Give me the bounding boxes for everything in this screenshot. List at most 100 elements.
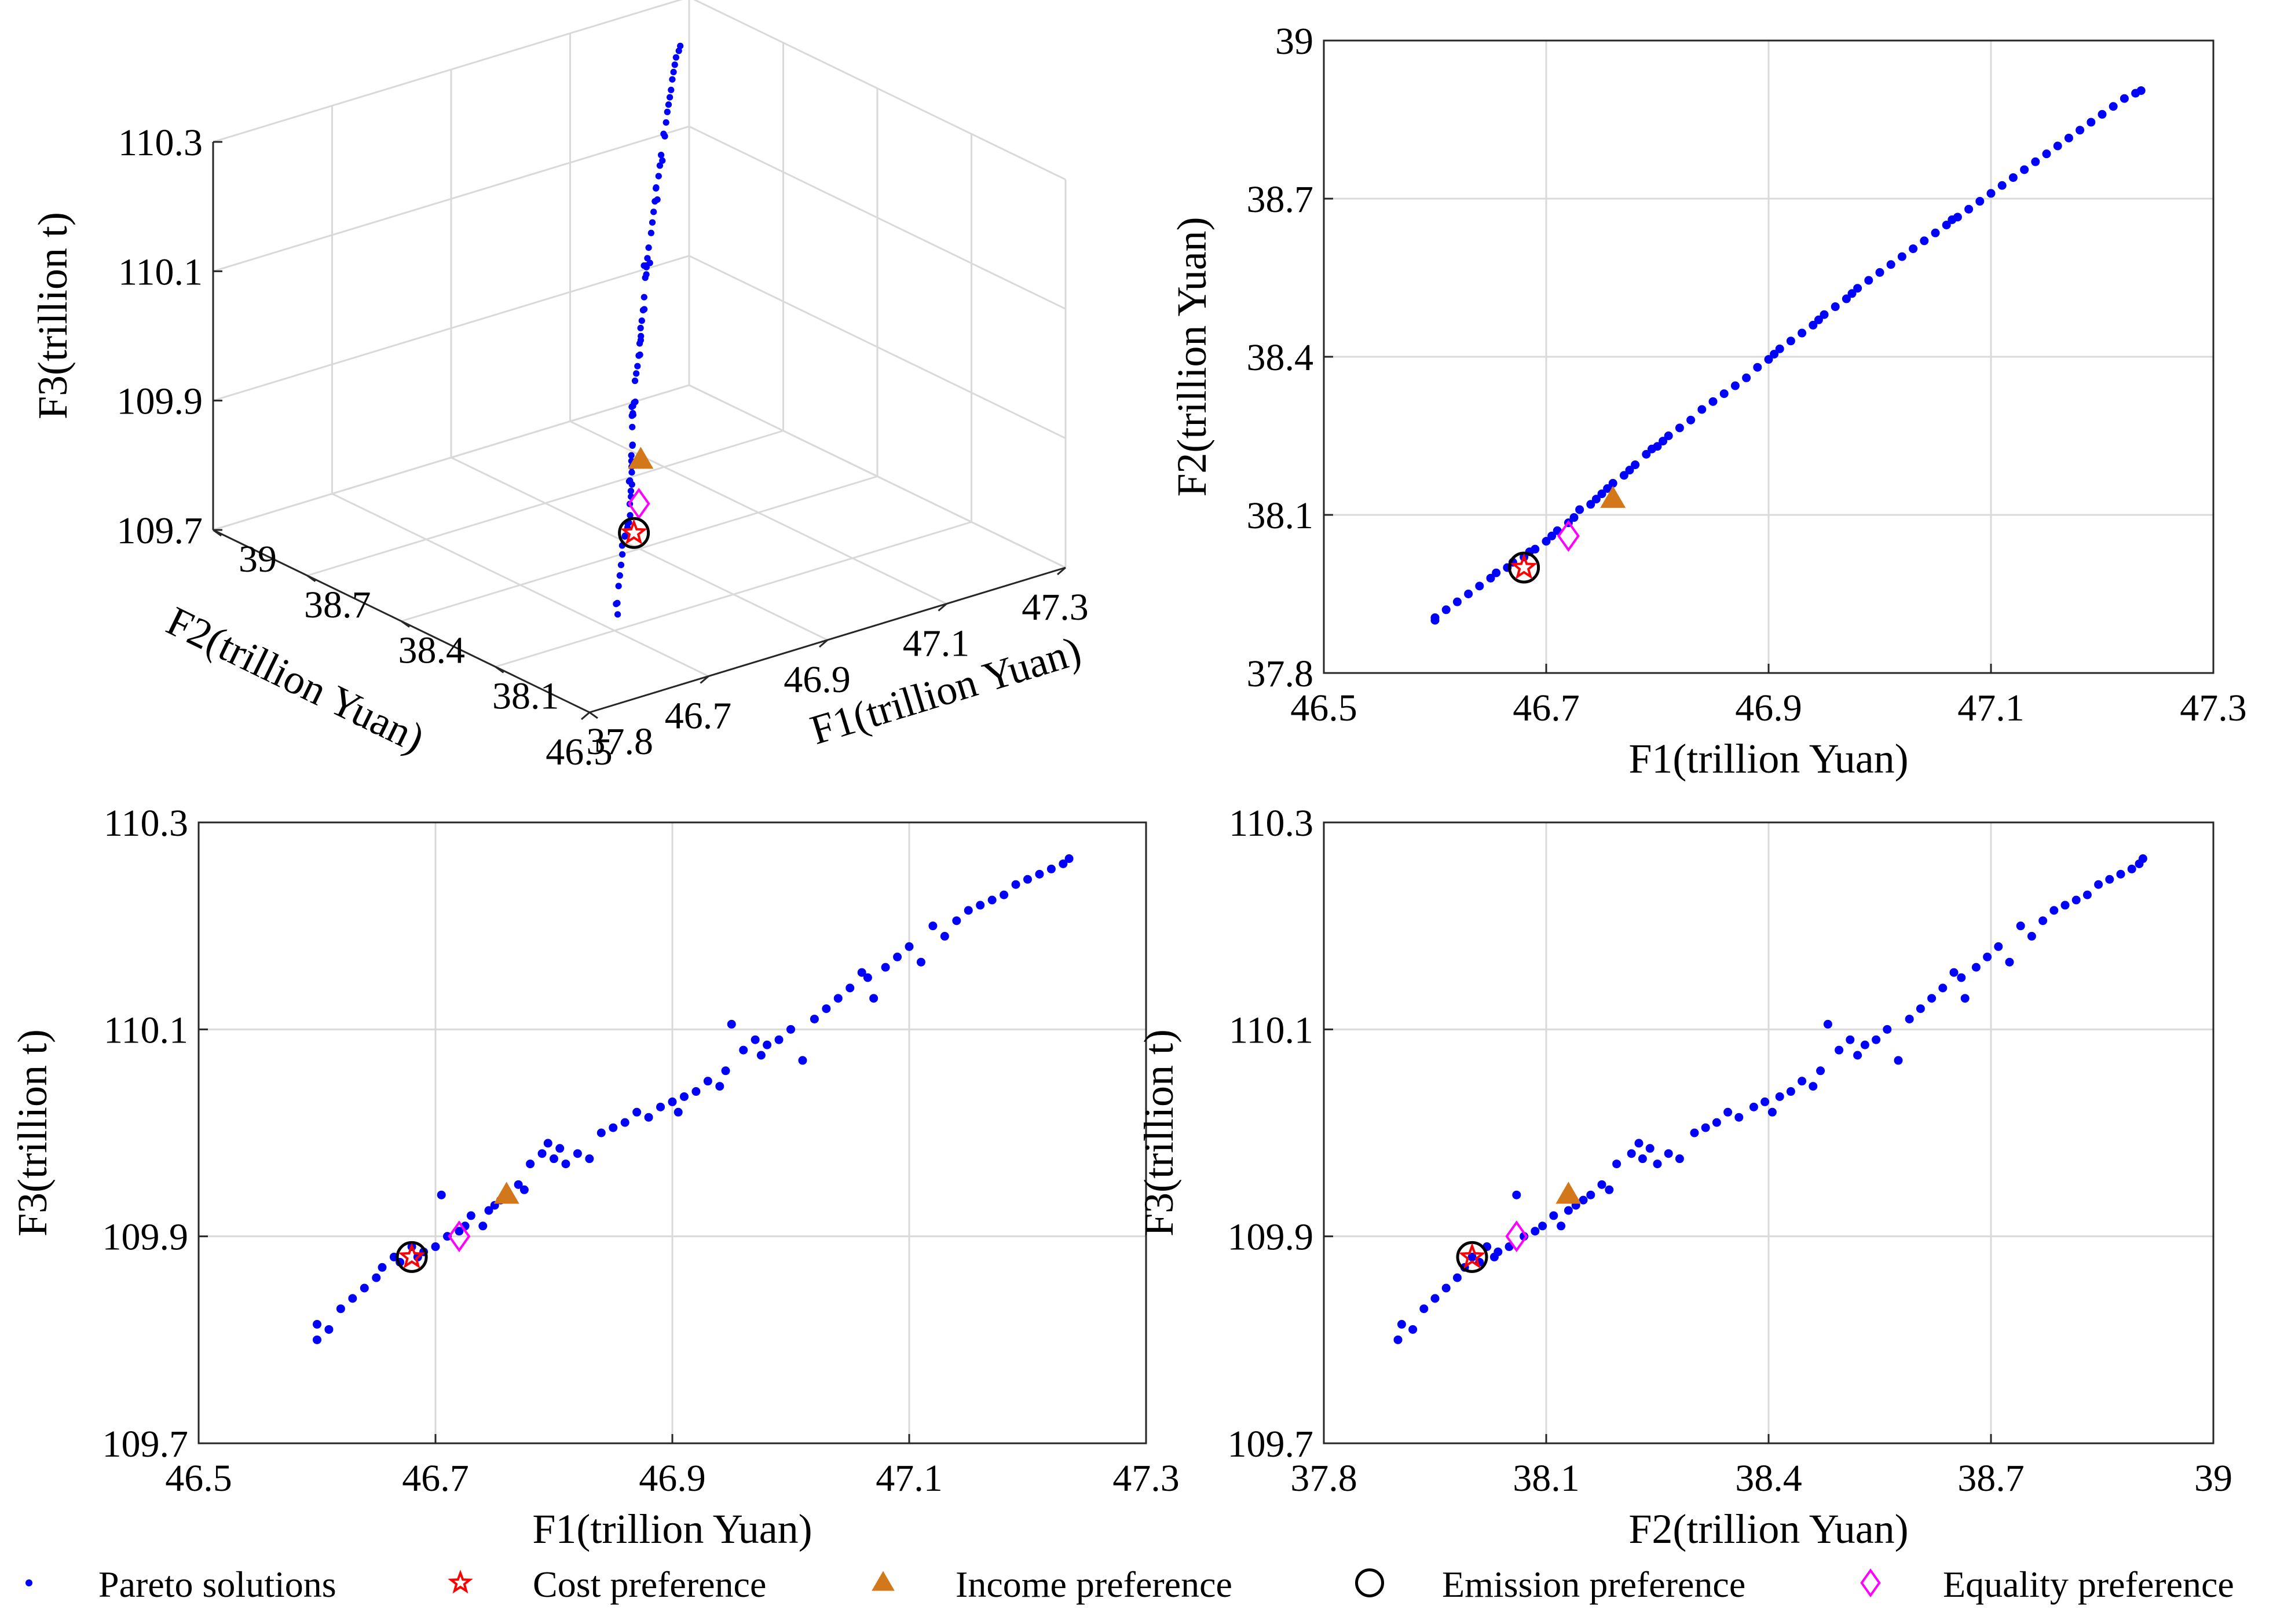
pareto-point-3d: [659, 157, 666, 164]
pareto-point: [822, 1004, 831, 1014]
pareto-point: [1579, 1195, 1588, 1205]
pareto-point: [609, 1123, 618, 1132]
pareto-point: [1638, 1154, 1647, 1164]
pareto-point-3d: [661, 133, 668, 140]
pareto-point: [1634, 1139, 1644, 1148]
pareto-point: [1753, 363, 1762, 372]
pareto-point-3d: [628, 469, 635, 476]
wall-gridline: [693, 0, 1066, 181]
y-tick-label: 110.3: [104, 802, 188, 844]
pareto-point: [1949, 968, 1959, 977]
f1-tick: [700, 675, 709, 684]
pareto-point: [905, 942, 914, 951]
pareto-point-3d: [636, 351, 643, 359]
pareto-point: [987, 895, 997, 905]
y-tick-label: 38.4: [1247, 336, 1314, 379]
pareto-point-3d: [627, 512, 634, 519]
pareto-point: [1653, 442, 1662, 451]
pareto-point: [1597, 1180, 1606, 1189]
y-tick-label: 110.1: [1229, 1009, 1313, 1051]
pareto-point: [1452, 597, 1462, 606]
pareto-point: [1492, 568, 1501, 577]
pareto-point: [1798, 1077, 1807, 1086]
pareto-point: [2008, 173, 2018, 182]
pareto-point-3d: [647, 229, 655, 236]
pareto-point: [573, 1149, 582, 1158]
pareto-point: [1749, 1102, 1758, 1111]
pareto-point-3d: [627, 488, 635, 495]
pareto-point-3d: [671, 61, 678, 68]
wall-gridline: [213, 0, 683, 143]
x-tick-label: 46.5: [165, 1457, 232, 1499]
emission-preference-marker: [1508, 551, 1540, 584]
pareto-point: [2076, 126, 2085, 135]
y-tick-label: 38.7: [1247, 178, 1314, 221]
pareto-point: [1603, 484, 1612, 493]
pareto-point: [1564, 1206, 1573, 1215]
pareto-point-3d: [615, 583, 622, 590]
pareto-point: [2049, 906, 2059, 915]
pareto-point: [1645, 1144, 1655, 1153]
x-tick-label: 46.7: [402, 1457, 469, 1499]
wall-gridline: [689, 125, 1066, 310]
pareto-point: [1531, 1227, 1540, 1236]
pareto-point: [1542, 537, 1551, 546]
pareto-point: [1653, 1160, 1662, 1169]
pareto-point-3d: [632, 398, 639, 405]
pareto-point: [1770, 349, 1779, 359]
pareto-point: [786, 1025, 795, 1034]
f2-tick: [213, 529, 222, 537]
pareto-point: [1064, 854, 1074, 864]
pareto-point: [691, 1087, 701, 1096]
pareto-point: [1597, 489, 1606, 499]
pareto-point-3d: [662, 119, 669, 126]
pareto-point: [1397, 1320, 1406, 1329]
pareto-point: [519, 1185, 529, 1194]
pareto-point: [484, 1206, 493, 1215]
pareto-point: [1000, 890, 1009, 899]
pareto-point: [2005, 957, 2014, 967]
pareto-point: [674, 1107, 683, 1117]
pareto-point: [1909, 244, 1918, 253]
pareto-point: [1549, 1211, 1558, 1220]
pareto-point: [2116, 869, 2125, 879]
pareto-point-3d: [634, 363, 641, 370]
y-axis-label: F2(trillion Yuan): [1169, 217, 1215, 496]
y-tick-label: 39: [1275, 20, 1313, 63]
x-axis-label: F1(trillion Yuan): [532, 1506, 812, 1552]
pareto-point: [656, 1102, 665, 1111]
x-tick-label: 46.9: [639, 1457, 706, 1499]
pareto-point: [2127, 864, 2136, 873]
pareto-point: [2136, 86, 2146, 95]
f2-tick-label: 38.1: [492, 675, 559, 717]
pareto-point: [1971, 963, 1981, 972]
floor-gridline: [307, 430, 784, 577]
x-tick-label: 46.5: [1290, 687, 1357, 729]
pareto-point: [1719, 389, 1729, 398]
panel-f1-vs-f3: 46.5 46.7 46.9 47.1 47.3 109.7 109.9 110.1 110.3…: [9, 802, 1180, 1552]
pareto-point-3d: [617, 561, 625, 569]
pareto-point-3d: [628, 481, 635, 488]
x-tick-label: 38.1: [1513, 1457, 1580, 1499]
pareto-point: [1664, 1149, 1673, 1158]
pareto-point: [952, 916, 961, 926]
pareto-point: [1886, 260, 1895, 269]
pareto-point-3d: [645, 244, 652, 251]
pareto-point: [715, 1082, 724, 1091]
pareto-point-3d: [637, 324, 644, 331]
pareto-point-3d: [664, 108, 671, 115]
income-preference-marker-3d: [628, 447, 654, 469]
pareto-point: [1897, 252, 1906, 261]
pareto-point: [2016, 921, 2025, 931]
equality-preference-marker: [1505, 1220, 1528, 1253]
pareto-point: [324, 1325, 334, 1334]
pareto-point: [2071, 895, 2081, 905]
cost-preference-marker: [398, 1242, 426, 1269]
pareto-point: [2027, 932, 2036, 941]
legend-cost-marker: [448, 1570, 473, 1594]
wall-gridline: [689, 255, 1066, 440]
pareto-point: [1835, 1045, 1844, 1055]
x-tick-label: 46.9: [1735, 687, 1802, 729]
f3-tick-label: 109.9: [117, 381, 203, 423]
